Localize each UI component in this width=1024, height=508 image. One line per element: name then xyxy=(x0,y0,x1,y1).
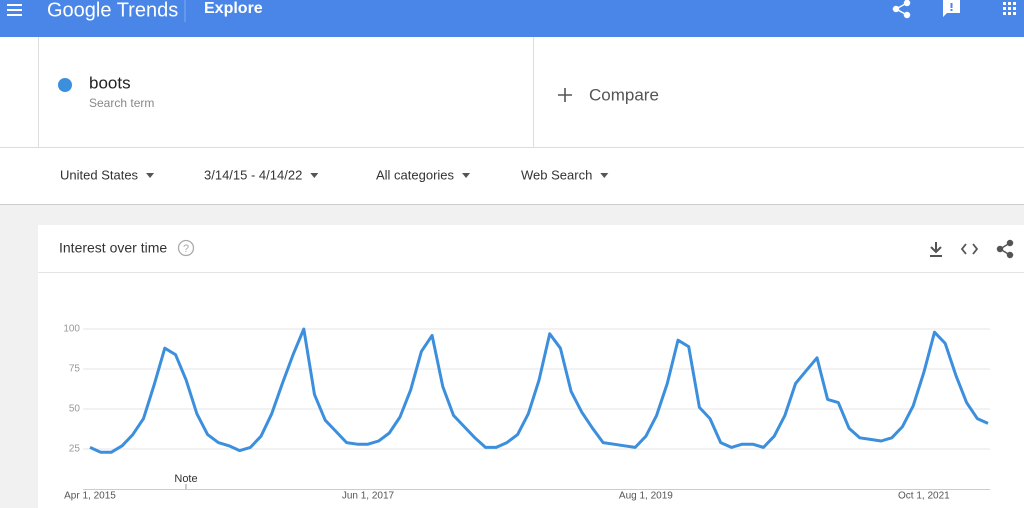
brand[interactable]: Google Trends xyxy=(47,0,178,21)
filter-label[interactable]: United States xyxy=(60,167,139,182)
filter-label[interactable]: 3/14/15 - 4/14/22 xyxy=(204,167,302,182)
apps-button[interactable] xyxy=(1003,2,1016,15)
feedback-button[interactable] xyxy=(943,0,960,17)
section-title: Explore xyxy=(204,0,263,17)
embed-button[interactable] xyxy=(960,243,979,255)
menu-button[interactable] xyxy=(7,4,22,16)
x-tick-label: Apr 1, 2015 xyxy=(64,491,116,502)
search-area xyxy=(0,37,1024,148)
help-button[interactable]: ? xyxy=(177,239,195,257)
svg-text:?: ? xyxy=(183,243,189,255)
filter-label[interactable]: Web Search xyxy=(521,167,592,182)
compare-label: Compare xyxy=(589,85,659,104)
x-tick-label: Oct 1, 2021 xyxy=(898,491,950,502)
app-bar xyxy=(0,0,1024,37)
y-tick-label: 25 xyxy=(69,444,81,455)
dropdown-arrow xyxy=(600,173,609,178)
y-tick-label: 75 xyxy=(69,364,81,375)
x-tick-label: Aug 1, 2019 xyxy=(619,491,673,502)
dropdown-arrow xyxy=(462,173,471,178)
compare-button[interactable]: Compare xyxy=(558,85,659,104)
filter-bar xyxy=(0,148,1024,204)
y-tick-label: 50 xyxy=(69,404,81,415)
annotation[interactable]: Note xyxy=(174,473,197,485)
chart-share-button[interactable] xyxy=(996,239,1014,259)
dropdown-arrow xyxy=(310,173,319,178)
download-button[interactable] xyxy=(930,242,942,257)
x-tick-label: Jun 1, 2017 xyxy=(342,491,395,502)
share-button[interactable] xyxy=(892,0,911,19)
chart-title: Interest over time xyxy=(59,240,167,256)
search-term[interactable]: boots xyxy=(89,73,131,92)
trend-line xyxy=(89,327,989,454)
dropdown-arrow xyxy=(146,173,155,178)
y-tick-label: 100 xyxy=(63,324,80,335)
chart-card xyxy=(38,225,1024,508)
search-term-label: Search term xyxy=(89,96,154,110)
term-color xyxy=(58,78,72,92)
filter-label[interactable]: All categories xyxy=(376,167,455,182)
